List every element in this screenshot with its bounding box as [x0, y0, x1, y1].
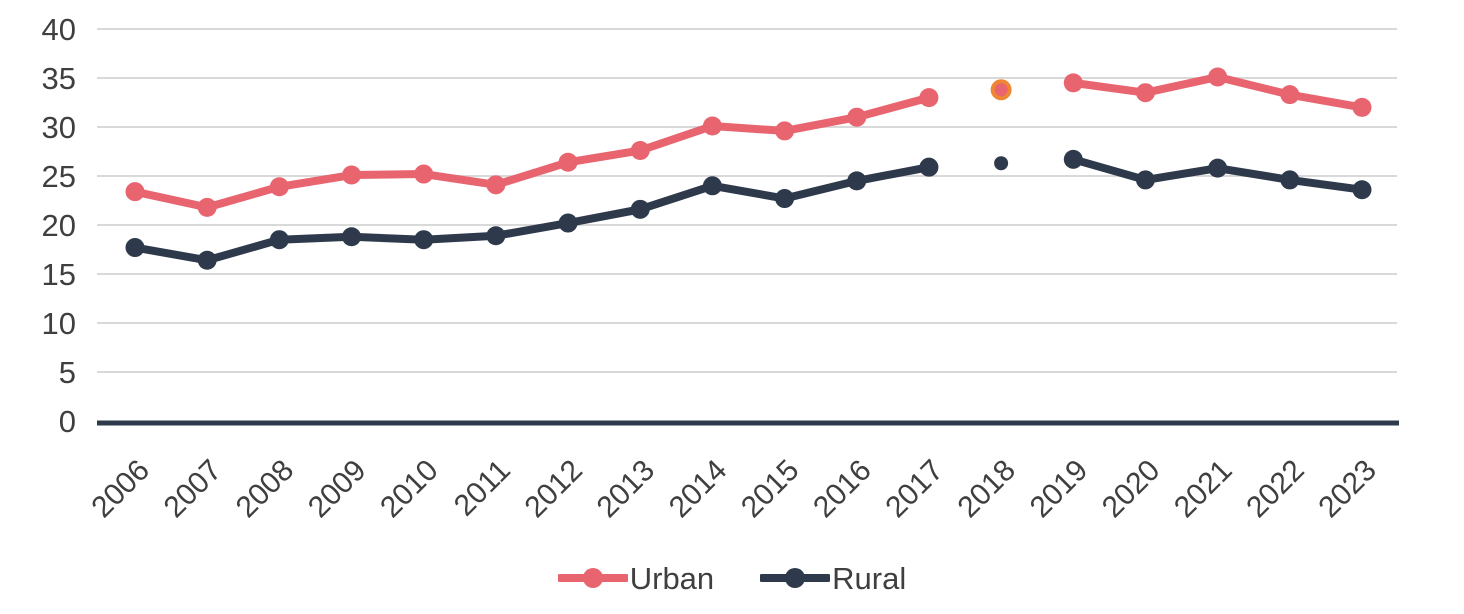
urban-point	[775, 121, 795, 141]
rural-point	[994, 156, 1009, 171]
x-axis-label: 2007	[158, 454, 229, 525]
x-axis-label: 2010	[374, 454, 445, 525]
urban-point	[919, 88, 939, 108]
urban-point	[486, 175, 506, 195]
x-axis-label: 2006	[85, 454, 156, 525]
urban-point	[197, 197, 217, 217]
y-axis-label: 20	[42, 208, 76, 243]
urban-point	[847, 107, 867, 127]
y-axis-label: 10	[42, 306, 76, 341]
legend: Urban Rural	[0, 552, 1464, 604]
urban-point	[1063, 73, 1083, 93]
x-axis-label: 2015	[735, 454, 806, 525]
rural-point	[269, 230, 289, 250]
y-axis-label: 25	[42, 159, 76, 194]
legend-label-urban: Urban	[629, 560, 715, 596]
urban-point	[1352, 97, 1372, 117]
rural-point	[919, 157, 939, 177]
x-axis-label: 2011	[448, 454, 517, 523]
y-axis-label: 15	[42, 257, 76, 292]
legend-item-urban: Urban	[557, 560, 715, 596]
rural-point	[775, 189, 795, 209]
rural-line	[131, 163, 933, 265]
rural-point	[486, 226, 506, 246]
urban-point	[1135, 83, 1155, 103]
urban-line	[131, 93, 933, 212]
x-axis-label: 2020	[1096, 454, 1167, 525]
urban-legend-swatch	[557, 568, 628, 588]
rural-point	[702, 176, 722, 196]
urban-point	[702, 116, 722, 136]
x-axis-label: 2019	[1024, 454, 1095, 525]
y-axis-label: 0	[59, 404, 76, 439]
rural-point	[197, 250, 217, 270]
rural-legend-dot-icon	[785, 568, 806, 588]
rural-point	[1280, 170, 1300, 190]
x-axis-label: 2014	[663, 454, 734, 525]
urban-point	[125, 182, 145, 202]
urban-point	[1280, 85, 1300, 105]
rural-point	[342, 227, 362, 247]
rural-point	[1208, 158, 1228, 178]
x-axis-label: 2013	[591, 454, 662, 525]
urban-legend-dot-icon	[582, 568, 603, 588]
urban-point	[994, 83, 1008, 97]
urban-point	[269, 177, 289, 197]
y-axis-label: 35	[42, 61, 76, 96]
urban-point	[630, 141, 650, 161]
rural-point	[125, 238, 145, 258]
rural-legend-swatch	[760, 568, 831, 588]
x-axis-label: 2012	[518, 454, 589, 525]
x-axis-label: 2017	[879, 454, 950, 525]
rural-point	[414, 230, 434, 250]
x-axis-label: 2022	[1240, 454, 1311, 525]
x-axis-label: 2018	[952, 454, 1023, 525]
x-axis-label: 2009	[302, 454, 373, 525]
rural-point	[1352, 180, 1372, 200]
y-axis-label: 40	[42, 12, 76, 47]
urban-point	[414, 164, 434, 184]
y-axis-label: 30	[42, 110, 76, 145]
x-axis-label: 2016	[807, 454, 878, 525]
urban-point	[558, 152, 578, 172]
rural-point	[1063, 149, 1083, 169]
legend-label-rural: Rural	[832, 560, 907, 596]
y-axis-label: 5	[59, 355, 76, 390]
urban-point	[342, 165, 362, 185]
rural-point	[630, 199, 650, 219]
rural-point	[1135, 170, 1155, 190]
x-axis-label: 2021	[1168, 454, 1239, 525]
x-axis-label: 2008	[230, 454, 301, 525]
x-axis-label: 2023	[1312, 454, 1383, 525]
rural-point	[847, 171, 867, 191]
legend-item-rural: Rural	[760, 563, 906, 594]
rural-point	[558, 213, 578, 233]
urban-point	[1208, 67, 1228, 87]
